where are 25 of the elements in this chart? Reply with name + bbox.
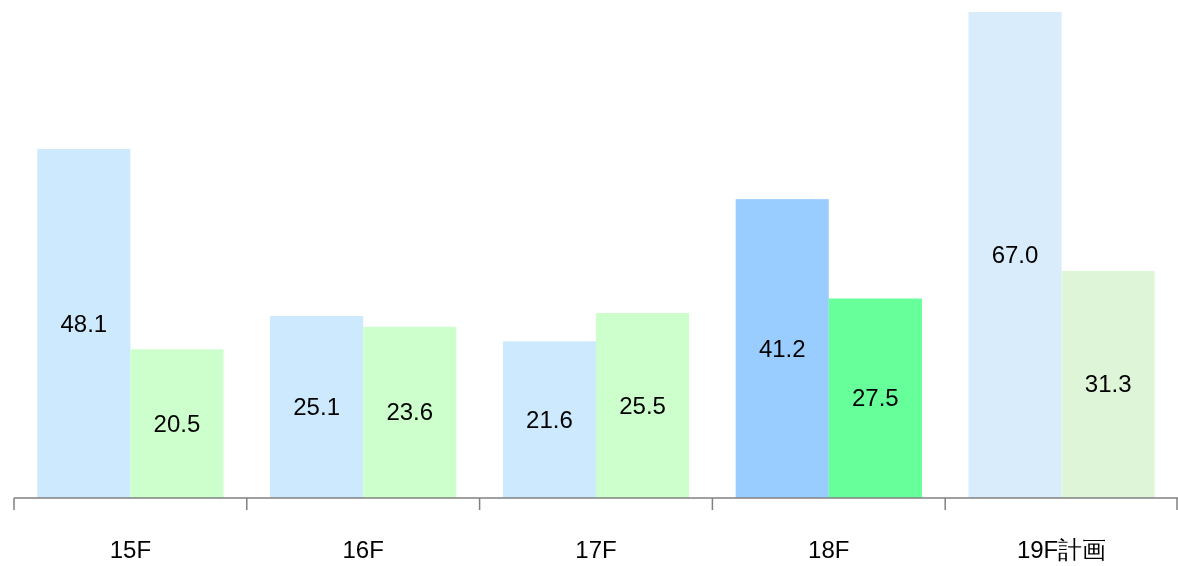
data-label: 20.5 bbox=[153, 409, 201, 437]
x-tick-label: 17F bbox=[575, 536, 617, 563]
data-label: 27.5 bbox=[852, 384, 899, 412]
bar bbox=[735, 199, 829, 498]
x-tick-label: 15F bbox=[109, 536, 152, 563]
bar bbox=[130, 349, 224, 498]
data-label: 25.1 bbox=[293, 392, 340, 420]
data-label: 23.6 bbox=[386, 398, 434, 426]
bar bbox=[828, 298, 922, 498]
bar bbox=[270, 315, 364, 498]
bar bbox=[502, 341, 596, 498]
bar bbox=[1061, 270, 1155, 498]
x-tick-label: 18F bbox=[808, 536, 850, 563]
bar bbox=[363, 326, 457, 498]
bar bbox=[37, 149, 131, 498]
data-label: 41.2 bbox=[758, 334, 806, 362]
x-tick-label: 16F bbox=[342, 536, 384, 563]
data-label: 48.1 bbox=[60, 309, 108, 337]
x-tick-label: 19F計画 bbox=[1016, 536, 1107, 563]
data-label: 25.5 bbox=[619, 391, 666, 419]
data-label: 31.3 bbox=[1084, 370, 1132, 398]
data-label: 67.0 bbox=[991, 241, 1039, 268]
bar bbox=[596, 313, 690, 498]
data-label: 21.6 bbox=[526, 405, 573, 433]
bar bbox=[968, 12, 1062, 498]
